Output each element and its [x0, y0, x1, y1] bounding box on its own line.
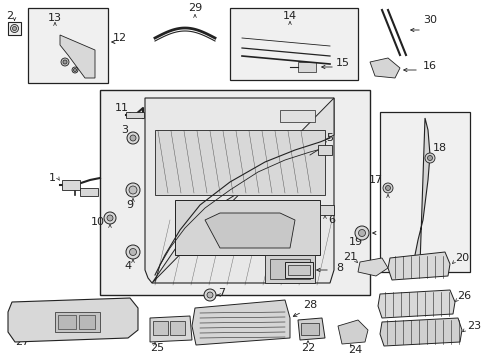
Text: 30: 30: [422, 15, 436, 25]
Text: 22: 22: [300, 343, 314, 353]
Polygon shape: [369, 58, 399, 78]
Text: 3: 3: [121, 125, 128, 135]
Text: 4: 4: [124, 261, 131, 271]
Text: 27: 27: [15, 337, 29, 347]
Bar: [153, 321, 168, 335]
Circle shape: [203, 289, 216, 301]
Text: 18: 18: [432, 143, 446, 153]
Bar: [170, 321, 184, 335]
Polygon shape: [379, 318, 461, 346]
Bar: [55, 312, 100, 332]
Text: 15: 15: [335, 58, 349, 68]
Polygon shape: [337, 320, 367, 344]
Polygon shape: [60, 35, 95, 78]
Bar: [58, 315, 76, 329]
Bar: [317, 145, 331, 155]
Circle shape: [424, 153, 434, 163]
Text: 29: 29: [187, 3, 202, 13]
Text: 11: 11: [115, 103, 129, 113]
Text: 13: 13: [48, 13, 62, 23]
Polygon shape: [357, 258, 387, 276]
Bar: [297, 62, 315, 72]
Bar: [379, 112, 469, 272]
Bar: [229, 8, 357, 80]
Bar: [62, 180, 80, 190]
Bar: [28, 8, 108, 83]
Text: 12: 12: [113, 33, 127, 43]
Bar: [269, 259, 309, 279]
Bar: [155, 130, 325, 195]
Text: 24: 24: [347, 345, 362, 355]
Bar: [280, 110, 314, 122]
Text: 25: 25: [150, 343, 164, 353]
Polygon shape: [387, 252, 449, 280]
Circle shape: [126, 245, 140, 259]
Text: 17: 17: [368, 175, 382, 185]
Circle shape: [10, 24, 19, 32]
Circle shape: [73, 68, 76, 72]
Circle shape: [354, 226, 368, 240]
Bar: [301, 323, 318, 335]
Polygon shape: [414, 118, 429, 265]
Bar: [175, 200, 319, 255]
Bar: [8, 22, 21, 35]
Bar: [80, 188, 98, 196]
Circle shape: [129, 186, 137, 194]
Polygon shape: [8, 298, 138, 342]
Polygon shape: [152, 98, 333, 283]
Circle shape: [130, 135, 136, 141]
Circle shape: [358, 230, 365, 237]
Polygon shape: [297, 318, 325, 340]
Text: 8: 8: [336, 263, 343, 273]
Circle shape: [206, 292, 213, 298]
Circle shape: [427, 156, 431, 161]
Text: 10: 10: [91, 217, 105, 227]
Circle shape: [107, 215, 113, 221]
Circle shape: [72, 67, 78, 73]
Polygon shape: [377, 290, 454, 318]
Circle shape: [126, 183, 140, 197]
Bar: [285, 262, 312, 278]
Circle shape: [104, 212, 116, 224]
Bar: [100, 90, 369, 295]
Text: 20: 20: [454, 253, 468, 263]
Text: 1: 1: [48, 173, 55, 183]
Polygon shape: [150, 316, 192, 342]
Text: 16: 16: [422, 61, 436, 71]
Circle shape: [13, 27, 17, 31]
Text: 14: 14: [283, 11, 296, 21]
Text: 5: 5: [326, 133, 333, 143]
Bar: [264, 255, 314, 283]
Circle shape: [127, 132, 139, 144]
Bar: [319, 205, 333, 215]
Polygon shape: [145, 98, 333, 283]
Polygon shape: [192, 300, 289, 345]
Text: 6: 6: [328, 215, 335, 225]
Bar: [287, 265, 309, 275]
Text: 2: 2: [6, 11, 14, 21]
Circle shape: [63, 60, 67, 64]
Polygon shape: [204, 213, 294, 248]
Circle shape: [385, 185, 390, 190]
Text: 19: 19: [348, 237, 362, 247]
Bar: [79, 315, 95, 329]
Bar: [126, 112, 143, 118]
Text: 21: 21: [342, 252, 356, 262]
Circle shape: [129, 248, 136, 256]
Text: 23: 23: [466, 321, 480, 331]
Text: 26: 26: [456, 291, 470, 301]
Text: 9: 9: [126, 200, 133, 210]
Circle shape: [61, 58, 69, 66]
Text: 28: 28: [302, 300, 317, 310]
Text: 7: 7: [218, 288, 225, 298]
Circle shape: [382, 183, 392, 193]
